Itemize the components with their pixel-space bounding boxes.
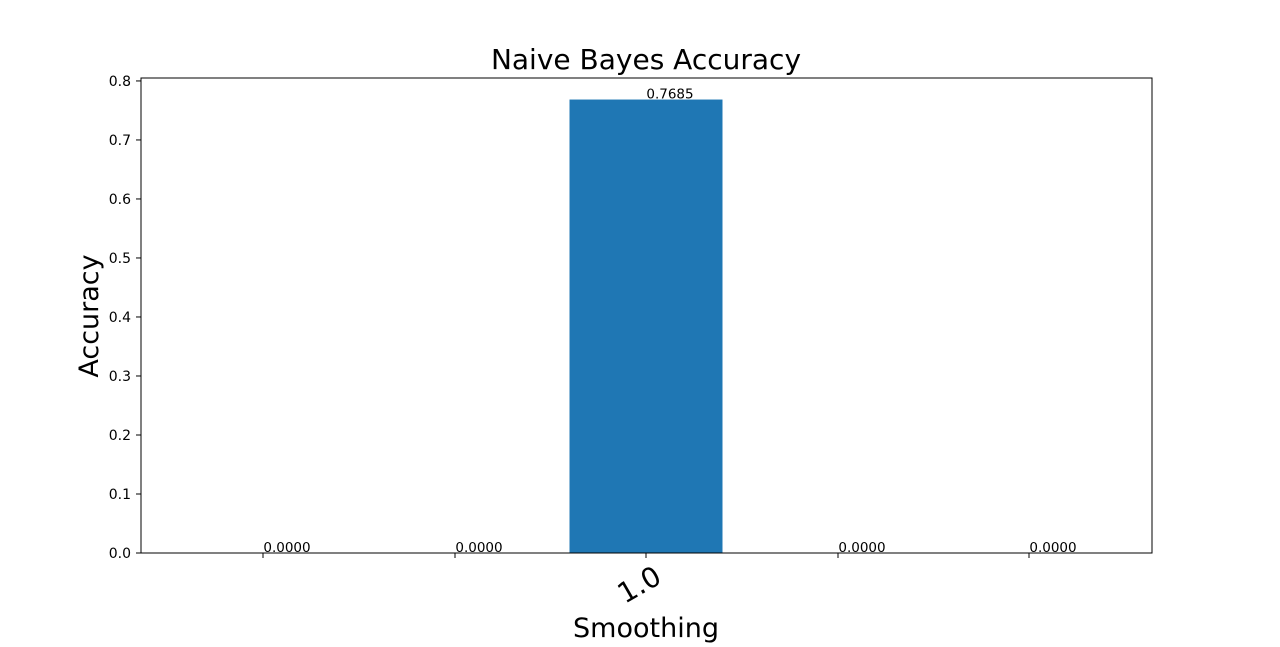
- chart-title: Naive Bayes Accuracy: [491, 43, 801, 76]
- y-tick-label: 0.2: [109, 428, 131, 444]
- bar: [569, 99, 723, 554]
- y-tick-label: 0.5: [109, 251, 131, 267]
- y-tick-label: 0.7: [109, 133, 131, 149]
- y-tick-label: 0.4: [109, 310, 131, 326]
- y-tick-label: 0.1: [109, 487, 131, 503]
- data-label: 0.7685: [646, 87, 693, 103]
- x-axis-label: Smoothing: [573, 613, 719, 644]
- data-label: 0.0000: [838, 540, 885, 556]
- data-label: 0.0000: [263, 540, 310, 556]
- y-axis-label: Accuracy: [74, 254, 105, 377]
- y-tick-label: 0.0: [109, 546, 131, 562]
- data-label: 0.0000: [1029, 540, 1076, 556]
- data-label: 0.0000: [455, 540, 502, 556]
- y-tick-label: 0.6: [109, 192, 131, 208]
- y-tick-label: 0.8: [109, 74, 131, 90]
- y-tick-label: 0.3: [109, 369, 131, 385]
- x-category-label: 1.0: [612, 559, 667, 610]
